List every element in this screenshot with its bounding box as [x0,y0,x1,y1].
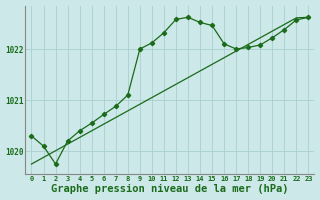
X-axis label: Graphe pression niveau de la mer (hPa): Graphe pression niveau de la mer (hPa) [51,184,289,194]
